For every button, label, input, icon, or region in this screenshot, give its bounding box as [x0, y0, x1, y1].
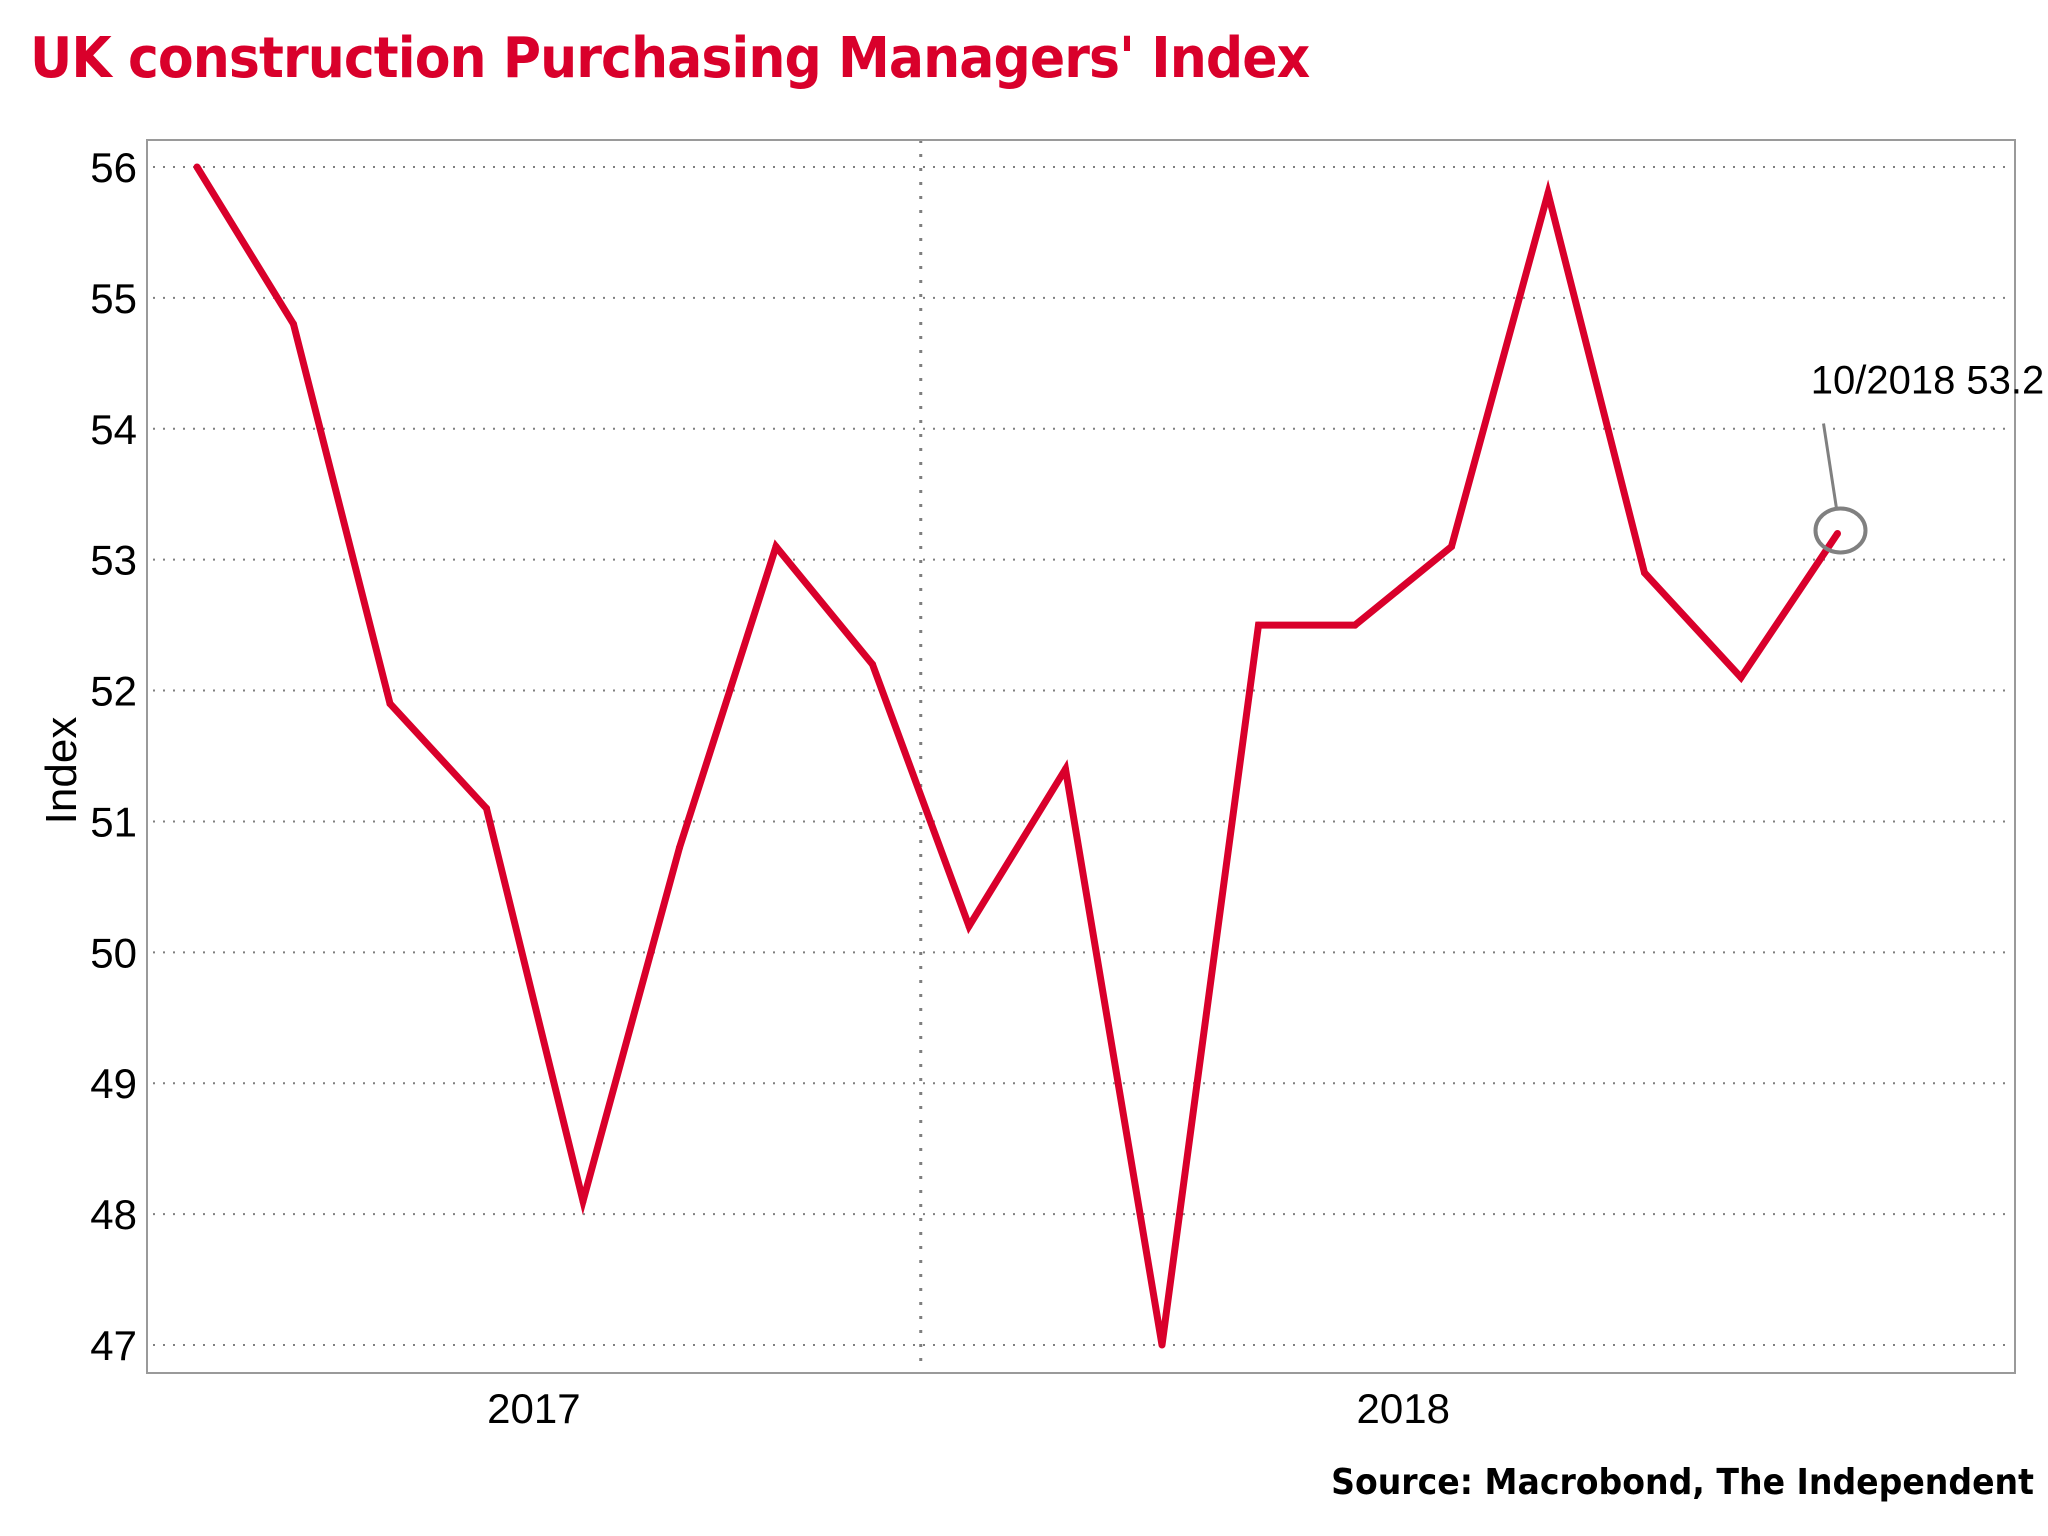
x-axis-ticks: 2017 2018 — [487, 1385, 1450, 1432]
data-point-08-2018 — [1641, 569, 1648, 577]
annotation-label: 10/2018 53.2 — [1811, 358, 2045, 402]
data-point-11-2017 — [772, 543, 780, 551]
chart-title: UK construction Purchasing Managers' Ind… — [30, 26, 1310, 91]
data-point-04-2018 — [1255, 621, 1262, 629]
data-points — [193, 163, 1841, 1349]
y-tick-label: 51 — [90, 798, 137, 845]
source-credit: Source: Macrobond, The Independent — [1331, 1462, 2034, 1503]
data-point-06-2018 — [1448, 543, 1455, 551]
plot-frame — [146, 139, 2016, 1374]
x-tick-label-2017: 2017 — [487, 1385, 580, 1432]
y-axis-ticks: 56 55 54 53 52 51 50 49 48 47 — [90, 144, 137, 1369]
y-tick-label: 50 — [90, 929, 137, 976]
y-tick-label: 54 — [90, 406, 137, 453]
series-line-construction-pmi — [194, 165, 1841, 1346]
y-tick-label: 49 — [90, 1060, 137, 1107]
data-point-01-2018 — [965, 922, 973, 930]
data-point-05-2018 — [1351, 621, 1359, 629]
data-point-12-2017 — [869, 660, 876, 668]
annotation-marker-circle — [1813, 506, 1868, 555]
x-tick-label-2018: 2018 — [1357, 1385, 1450, 1432]
data-point-03-2018 — [1158, 1341, 1166, 1349]
y-tick-label: 47 — [90, 1322, 137, 1369]
gridlines — [153, 166, 2009, 1346]
data-point-06-2017 — [290, 320, 297, 328]
data-point-02-2018 — [1062, 765, 1069, 773]
data-point-09-2018 — [1737, 673, 1745, 681]
data-point-08-2017 — [483, 804, 490, 812]
data-point-07-2017 — [386, 700, 394, 708]
y-tick-label: 52 — [90, 668, 137, 715]
data-point-07-2018 — [1544, 189, 1552, 197]
data-point-10-2017 — [676, 844, 683, 852]
y-axis-label: Index — [37, 717, 86, 825]
y-tick-label: 48 — [90, 1191, 137, 1238]
y-tick-label: 53 — [90, 537, 137, 584]
data-point-10-2018 — [1834, 529, 1841, 537]
data-point-09-2017 — [579, 1197, 587, 1205]
y-tick-label: 56 — [90, 144, 137, 191]
annotation-leader-line — [1822, 423, 1838, 509]
data-point-05-2017 — [193, 163, 201, 171]
y-tick-label: 55 — [90, 275, 137, 322]
